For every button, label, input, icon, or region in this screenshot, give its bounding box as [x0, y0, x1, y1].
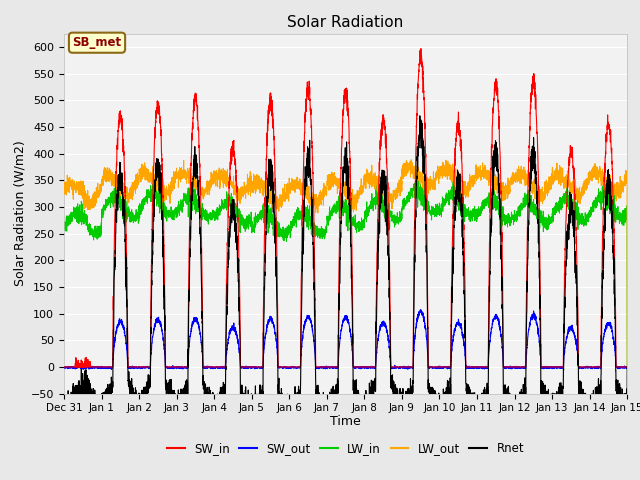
Text: SB_met: SB_met	[72, 36, 122, 49]
Title: Solar Radiation: Solar Radiation	[287, 15, 404, 30]
X-axis label: Time: Time	[330, 415, 361, 428]
Y-axis label: Solar Radiation (W/m2): Solar Radiation (W/m2)	[13, 141, 27, 287]
Legend: SW_in, SW_out, LW_in, LW_out, Rnet: SW_in, SW_out, LW_in, LW_out, Rnet	[163, 437, 529, 460]
